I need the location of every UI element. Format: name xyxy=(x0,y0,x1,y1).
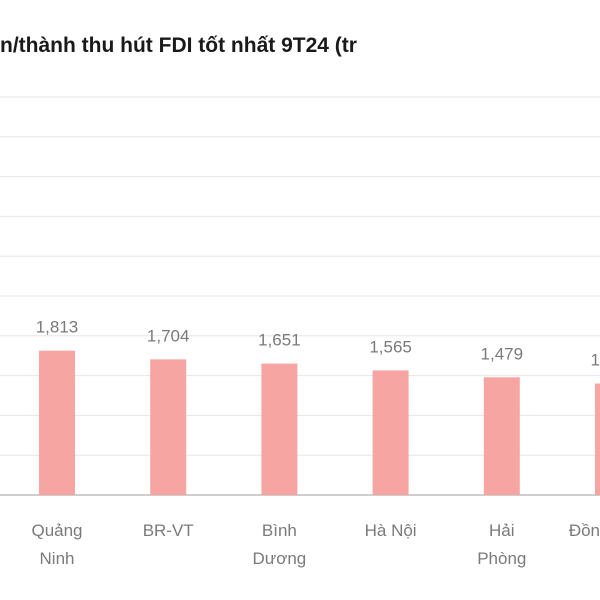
value-label: 1,813 xyxy=(36,318,79,337)
x-tick-label: BR-VT xyxy=(143,521,194,540)
chart-title: n/thành thu hút FDI tốt nhất 9T24 (tr xyxy=(0,34,357,57)
x-tick-label: Ninh xyxy=(40,549,75,568)
value-label: 1,704 xyxy=(147,326,190,345)
x-tick-label: Bình xyxy=(262,521,297,540)
x-tick-label: Đồn xyxy=(569,521,600,540)
x-tick-label: Phòng xyxy=(477,549,526,568)
value-label: 1,565 xyxy=(369,337,412,356)
bar xyxy=(595,383,600,495)
x-tick-label: Quảng xyxy=(31,521,82,540)
value-label: 1,651 xyxy=(258,331,301,350)
value-label: 1,479 xyxy=(481,344,524,363)
bar xyxy=(483,377,520,495)
bar xyxy=(150,359,187,495)
value-label: 1 xyxy=(591,351,600,370)
bar xyxy=(261,363,298,495)
bar xyxy=(39,350,75,495)
bar xyxy=(372,370,409,495)
x-tick-label: Dương xyxy=(253,549,307,568)
x-tick-label: Hà Nội xyxy=(365,521,417,540)
x-tick-label: Hải xyxy=(489,521,515,540)
